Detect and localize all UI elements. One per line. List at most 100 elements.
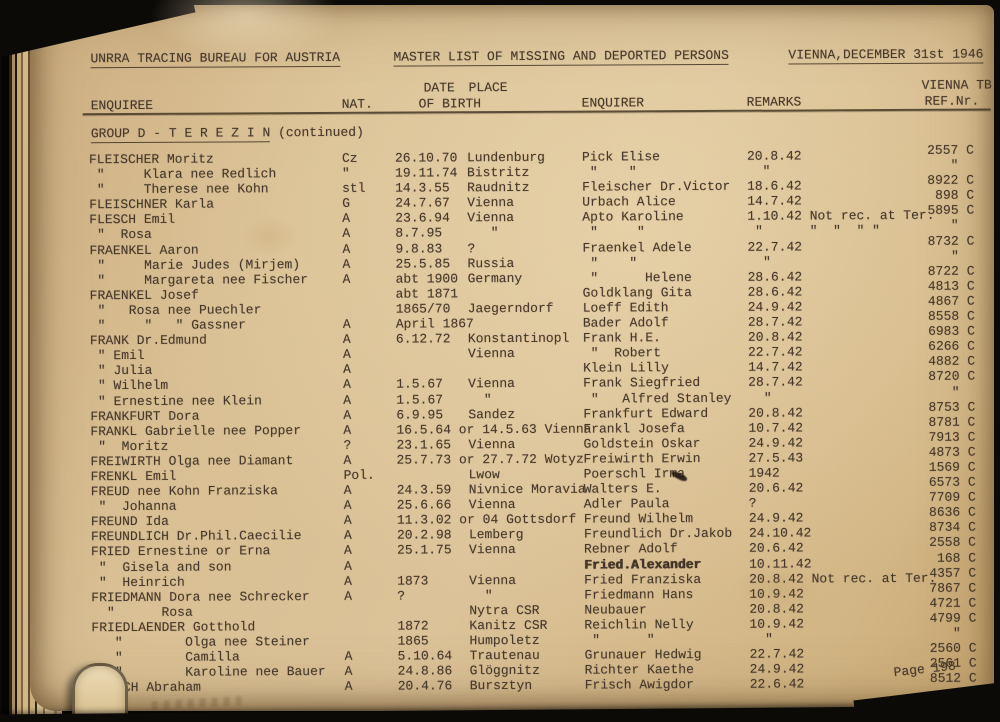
col-header-remarks: REMARKS bbox=[746, 94, 802, 110]
ref-number-cell: 4873 C bbox=[928, 444, 976, 460]
enquiree-cell: " Rosa nee Puechler bbox=[89, 302, 262, 319]
enquiree-cell: FRANKFURT Dora bbox=[90, 408, 200, 424]
nationality-cell: A bbox=[343, 497, 352, 514]
remarks-cell: 20.6.42 bbox=[748, 480, 804, 496]
ref-number-cell: 6983 C bbox=[928, 323, 975, 339]
enquirer-cell: Freund Wilhelm bbox=[583, 511, 694, 527]
remarks-cell: " bbox=[749, 631, 773, 647]
nationality-cell: Cz bbox=[341, 150, 358, 166]
place-of-birth-cell: Bursztyn bbox=[469, 678, 533, 694]
nationality-cell: A bbox=[342, 271, 351, 287]
remarks-cell: 22.6.42 bbox=[749, 676, 805, 693]
enquiree-cell: FRANKL Gabrielle nee Popper bbox=[90, 422, 302, 439]
enquirer-cell: Goldklang Gita bbox=[582, 284, 692, 301]
nationality-cell: G bbox=[342, 196, 351, 212]
enquirer-cell: Freundlich Dr.Jakob bbox=[583, 526, 733, 542]
place-of-birth-cell: Vienna bbox=[468, 497, 516, 513]
nationality-cell: A bbox=[342, 347, 351, 363]
nationality-cell: A bbox=[343, 528, 352, 544]
ref-number-cell: 8558 C bbox=[927, 308, 975, 324]
enquirer-cell: Grunauer Hedwig bbox=[584, 647, 702, 663]
enquirer-cell: Frank H.E. bbox=[582, 330, 661, 346]
ref-number-cell: " bbox=[951, 384, 976, 400]
place-of-birth-cell: Humpoletz bbox=[469, 632, 540, 649]
ref-number-cell: 8636 C bbox=[928, 504, 976, 521]
remarks-cell: 24.9.42 bbox=[749, 661, 805, 677]
remarks-cell: 20.8.42 bbox=[748, 405, 803, 421]
enquirer-cell: Frank Siegfried bbox=[583, 375, 701, 392]
ref-number-cell: 5895 C bbox=[927, 202, 975, 219]
nationality-cell: A bbox=[344, 648, 353, 664]
enquiree-cell: " Rosa bbox=[91, 604, 193, 621]
remarks-cell: " bbox=[748, 390, 772, 406]
date-of-birth-cell: 24.7.67 bbox=[395, 195, 450, 211]
ref-number-cell: 2560 C bbox=[929, 640, 977, 656]
enquiree-cell: " Johanna bbox=[90, 498, 177, 515]
enquiree-cell: FRIED Ernestine or Erna bbox=[90, 543, 271, 560]
ref-number-cell: 7913 C bbox=[928, 429, 976, 445]
enquirer-cell: Rebner Adolf bbox=[583, 541, 678, 558]
remarks-cell: 22.7.42 bbox=[747, 344, 803, 360]
date-of-birth-cell: abt 1900 bbox=[395, 271, 459, 287]
enquiree-cell: " Gisela and son bbox=[91, 559, 232, 575]
date-of-birth-cell: 1865 bbox=[397, 633, 429, 649]
ref-number-cell: 1569 C bbox=[928, 459, 976, 475]
enquirer-cell: Pick Elise bbox=[581, 149, 661, 165]
date-of-birth-cell: 1865/70 bbox=[395, 301, 451, 317]
nationality-cell: A bbox=[343, 422, 352, 438]
missing-persons-table: FLEISCHER Moritz Cz 26.10.70 Lundenburg Pick… bbox=[89, 143, 994, 696]
nationality-cell: A bbox=[344, 573, 353, 589]
place-of-birth-cell: Kanitz CSR bbox=[469, 617, 548, 634]
ref-number-cell: 898 C bbox=[935, 187, 975, 204]
ref-number-cell: 4799 C bbox=[929, 610, 977, 626]
ref-number-cell: 8734 C bbox=[929, 519, 976, 536]
enquiree-cell: " Heinrich bbox=[91, 574, 185, 590]
enquiree-cell: " Karoline nee Bauer bbox=[91, 664, 326, 681]
nationality-cell: A bbox=[342, 241, 351, 257]
nationality-cell: A bbox=[342, 226, 351, 242]
enquirer-cell: Reichlin Nelly bbox=[584, 616, 694, 633]
enquirer-cell: " Robert bbox=[582, 345, 662, 361]
ref-number-cell: 6266 C bbox=[928, 338, 975, 355]
place-of-birth-cell: Nivnice Moravia bbox=[468, 481, 586, 498]
nationality-cell: A bbox=[344, 588, 353, 604]
col-header-vienna-tb: VIENNA TB bbox=[921, 77, 992, 93]
date-of-birth-cell: 25.6.66 bbox=[396, 497, 452, 513]
header-rule bbox=[82, 108, 991, 116]
remarks-cell: 28.7.42 bbox=[747, 314, 803, 330]
ref-number-cell: 8781 C bbox=[928, 414, 976, 430]
place-of-birth-cell: Raudnitz bbox=[467, 180, 530, 196]
ref-number-cell: 4721 C bbox=[929, 595, 977, 611]
enquiree-cell: " Emil bbox=[89, 348, 145, 364]
page-content: UNRRA TRACING BUREAU FOR AUSTRIA MASTER … bbox=[28, 2, 996, 713]
nationality-cell: A bbox=[343, 392, 352, 408]
ref-number-cell: 8732 C bbox=[927, 233, 975, 249]
remarks-cell: 28.7.42 bbox=[748, 374, 803, 391]
remarks-cell: 28.6.42 bbox=[747, 284, 803, 300]
ref-number-cell: 7867 C bbox=[929, 580, 977, 596]
nationality-cell: A bbox=[344, 664, 353, 680]
place-of-birth-cell: Lundenburg bbox=[466, 149, 546, 166]
enquiree-cell: FRENKL Emil bbox=[90, 468, 177, 485]
enquiree-cell: FRANK Dr.Edmund bbox=[89, 332, 207, 349]
enquirer-cell: Friedmann Hans bbox=[584, 586, 694, 603]
remarks-cell: 10.7.42 bbox=[748, 420, 804, 436]
ref-number-cell: 8922 C bbox=[927, 172, 975, 189]
enquirer-cell: Apto Karoline bbox=[582, 209, 684, 226]
nationality-cell: stl bbox=[342, 180, 366, 197]
enquirer-cell: Frankl Josefa bbox=[583, 420, 685, 437]
ref-number-cell: " bbox=[950, 157, 975, 173]
enquirer-cell: Fleischer Dr.Victor bbox=[582, 179, 731, 195]
place-of-birth-cell: Vienna bbox=[468, 376, 515, 392]
place-of-birth-cell: Bistritz bbox=[466, 164, 530, 181]
ref-number-cell: 7709 C bbox=[928, 489, 976, 505]
remarks-cell: 22.7.42 bbox=[749, 646, 805, 662]
enquirer-cell: " Helene bbox=[582, 269, 692, 286]
ref-number-cell: 4813 C bbox=[927, 278, 975, 294]
place-of-birth-cell: " bbox=[469, 587, 493, 603]
date-of-birth-cell: 23.6.94 bbox=[395, 210, 450, 226]
remarks-cell: 14.7.42 bbox=[748, 359, 803, 376]
nationality-cell: " bbox=[341, 165, 350, 181]
enquirer-cell: Frankfurt Edward bbox=[583, 405, 709, 422]
